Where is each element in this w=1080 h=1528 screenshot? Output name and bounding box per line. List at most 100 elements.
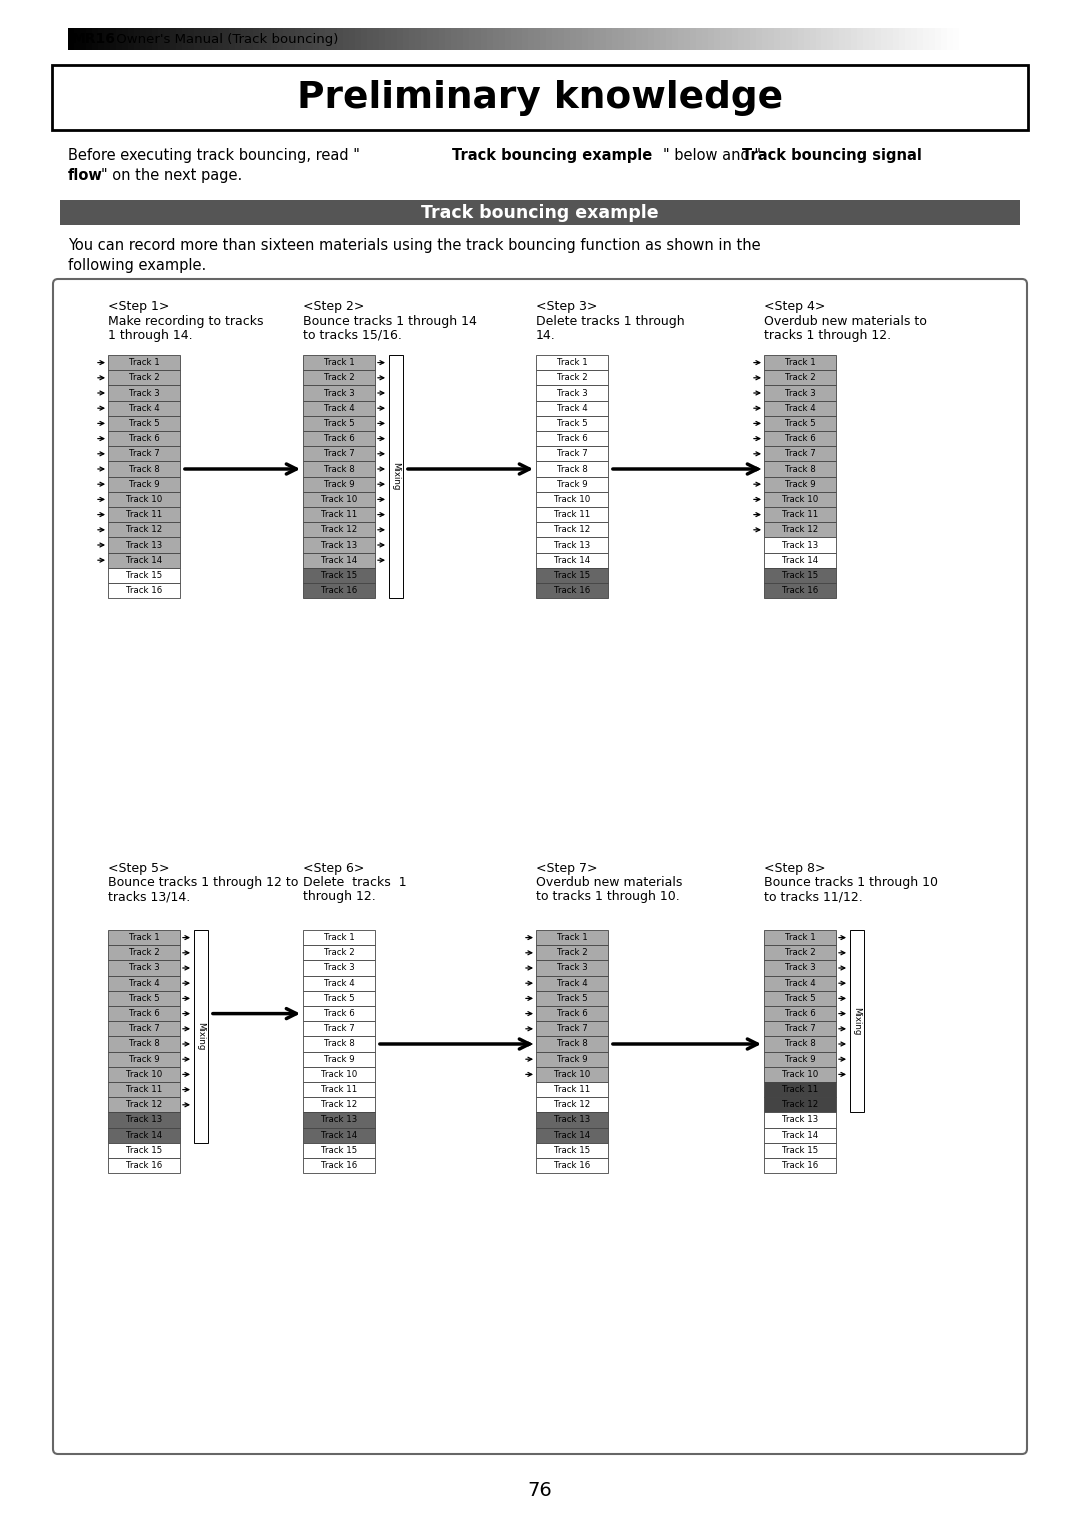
Text: Track 1: Track 1 xyxy=(324,358,354,367)
Text: Track 13: Track 13 xyxy=(782,541,819,550)
Bar xyxy=(764,492,836,507)
Bar xyxy=(164,28,171,50)
Bar xyxy=(205,28,212,50)
Bar xyxy=(660,28,666,50)
Bar xyxy=(303,385,375,400)
Bar xyxy=(303,492,375,507)
Text: <Step 5>: <Step 5> xyxy=(108,862,170,876)
Text: Track 12: Track 12 xyxy=(321,526,357,535)
Text: Track 16: Track 16 xyxy=(782,587,819,594)
Bar xyxy=(912,28,918,50)
Bar xyxy=(108,354,180,370)
Text: Track 11: Track 11 xyxy=(126,510,162,520)
Bar xyxy=(224,28,230,50)
Text: flow: flow xyxy=(68,168,103,183)
Bar xyxy=(792,28,798,50)
Bar xyxy=(536,553,608,568)
Bar xyxy=(313,28,320,50)
Bar xyxy=(266,28,272,50)
Bar xyxy=(846,28,852,50)
Text: Track 12: Track 12 xyxy=(126,1100,162,1109)
Bar xyxy=(536,946,608,961)
Bar xyxy=(764,507,836,523)
Bar xyxy=(941,28,947,50)
FancyBboxPatch shape xyxy=(53,280,1027,1455)
Bar xyxy=(303,931,375,946)
Bar xyxy=(893,28,900,50)
Bar xyxy=(469,28,475,50)
Text: Track 4: Track 4 xyxy=(556,979,588,987)
Text: Track 5: Track 5 xyxy=(324,419,354,428)
Bar xyxy=(73,28,81,50)
Bar xyxy=(217,28,224,50)
Bar xyxy=(536,1158,608,1174)
Text: Track 5: Track 5 xyxy=(129,993,160,1002)
Bar xyxy=(953,28,959,50)
Text: Track 12: Track 12 xyxy=(554,526,590,535)
Bar xyxy=(764,1082,836,1097)
Bar xyxy=(146,28,152,50)
Text: Track 6: Track 6 xyxy=(129,434,160,443)
Text: Track 6: Track 6 xyxy=(785,1008,815,1018)
Bar xyxy=(648,28,654,50)
Text: Mixing: Mixing xyxy=(391,463,401,490)
Bar xyxy=(764,946,836,961)
Bar xyxy=(764,431,836,446)
Bar xyxy=(92,28,98,50)
Bar xyxy=(764,1036,836,1051)
Text: Track 8: Track 8 xyxy=(129,1039,160,1048)
Text: Track 3: Track 3 xyxy=(324,964,354,972)
Text: Track 8: Track 8 xyxy=(785,1039,815,1048)
Bar xyxy=(481,28,487,50)
Bar xyxy=(499,28,505,50)
Bar xyxy=(108,538,180,553)
Text: Track 5: Track 5 xyxy=(785,419,815,428)
Text: Track 8: Track 8 xyxy=(129,465,160,474)
Bar xyxy=(546,28,553,50)
Bar xyxy=(283,28,289,50)
Text: Track 10: Track 10 xyxy=(782,1070,819,1079)
Bar xyxy=(764,1005,836,1021)
Text: Track 9: Track 9 xyxy=(324,480,354,489)
Bar xyxy=(303,1158,375,1174)
Bar xyxy=(403,28,409,50)
Text: Track 9: Track 9 xyxy=(129,480,160,489)
Bar xyxy=(690,28,697,50)
Bar xyxy=(212,28,218,50)
Bar xyxy=(303,431,375,446)
Text: Track 6: Track 6 xyxy=(324,1008,354,1018)
Bar xyxy=(756,28,762,50)
Bar xyxy=(303,416,375,431)
Text: to tracks 15/16.: to tracks 15/16. xyxy=(303,329,402,342)
Bar xyxy=(528,28,535,50)
Bar xyxy=(303,568,375,584)
Bar xyxy=(176,28,183,50)
Text: Track 14: Track 14 xyxy=(126,1131,162,1140)
Bar xyxy=(108,400,180,416)
Bar xyxy=(108,975,180,990)
Text: " below and ": " below and " xyxy=(663,148,761,163)
Bar xyxy=(325,28,332,50)
Bar xyxy=(536,400,608,416)
Bar xyxy=(804,28,810,50)
Text: Track 4: Track 4 xyxy=(129,979,160,987)
Bar xyxy=(303,946,375,961)
Text: Track 14: Track 14 xyxy=(782,556,819,565)
Bar xyxy=(303,507,375,523)
Text: Track 11: Track 11 xyxy=(554,510,590,520)
Bar xyxy=(427,28,433,50)
Text: Track 14: Track 14 xyxy=(554,556,590,565)
Bar xyxy=(834,28,840,50)
Bar xyxy=(438,28,445,50)
Text: MR16: MR16 xyxy=(72,32,116,46)
Text: Track 14: Track 14 xyxy=(782,1131,819,1140)
Bar xyxy=(235,28,242,50)
Bar xyxy=(764,568,836,584)
Bar xyxy=(303,553,375,568)
Text: Track 13: Track 13 xyxy=(126,541,162,550)
Bar xyxy=(194,931,208,1143)
Bar xyxy=(303,370,375,385)
Text: <Step 8>: <Step 8> xyxy=(764,862,825,876)
Text: Track 5: Track 5 xyxy=(324,993,354,1002)
Bar xyxy=(947,28,954,50)
